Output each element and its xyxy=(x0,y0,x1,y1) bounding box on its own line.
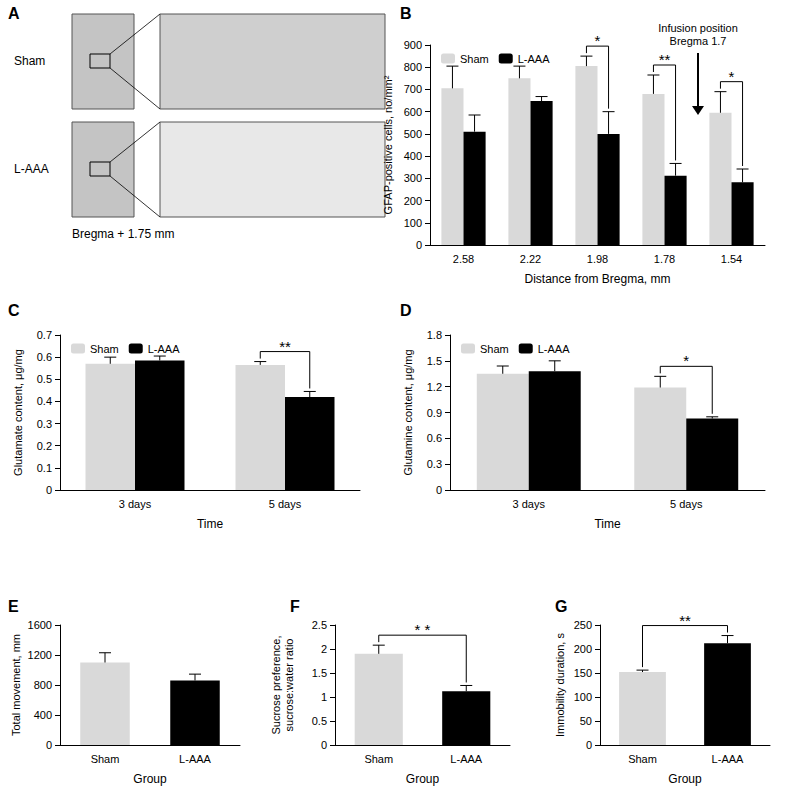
svg-text:2: 2 xyxy=(321,643,327,655)
svg-text:D: D xyxy=(400,302,412,319)
svg-text:1.78: 1.78 xyxy=(654,253,675,265)
svg-text:G: G xyxy=(555,598,567,615)
svg-text:L-AAA: L-AAA xyxy=(518,53,550,65)
svg-text:Time: Time xyxy=(594,517,621,531)
svg-text:1200: 1200 xyxy=(28,649,52,661)
svg-text:L-AAA: L-AAA xyxy=(179,753,211,765)
svg-text:1600: 1600 xyxy=(28,619,52,631)
svg-text:C: C xyxy=(8,302,20,319)
svg-text:0.3: 0.3 xyxy=(427,458,442,470)
svg-text:3 days: 3 days xyxy=(513,498,546,510)
svg-text:B: B xyxy=(400,5,412,22)
svg-text:0: 0 xyxy=(46,739,52,751)
svg-text:0: 0 xyxy=(46,484,52,496)
svg-text:*: * xyxy=(595,32,601,49)
svg-text:Sham: Sham xyxy=(628,753,657,765)
svg-text:Sucrose preference,: Sucrose preference, xyxy=(270,635,282,734)
svg-text:400: 400 xyxy=(34,709,52,721)
svg-text:Glutamate content, μg/mg: Glutamate content, μg/mg xyxy=(12,349,24,476)
svg-text:0.6: 0.6 xyxy=(37,351,52,363)
svg-text:Sham: Sham xyxy=(364,753,393,765)
svg-text:Group: Group xyxy=(133,772,167,786)
svg-text:Sham: Sham xyxy=(14,54,45,68)
svg-text:800: 800 xyxy=(404,61,422,73)
svg-text:900: 900 xyxy=(404,39,422,51)
svg-text:Glutamine content, μg/mg: Glutamine content, μg/mg xyxy=(402,349,414,475)
svg-text:1.8: 1.8 xyxy=(427,329,442,341)
svg-text:Infusion position: Infusion position xyxy=(658,22,738,34)
svg-text:Sham: Sham xyxy=(91,753,120,765)
svg-text:5 days: 5 days xyxy=(670,498,703,510)
svg-text:0.5: 0.5 xyxy=(37,373,52,385)
svg-text:5 days: 5 days xyxy=(269,498,302,510)
svg-text:800: 800 xyxy=(34,679,52,691)
svg-text:Immobility duration, s: Immobility duration, s xyxy=(554,633,566,737)
svg-text:L-AAA: L-AAA xyxy=(538,343,570,355)
svg-text:3 days: 3 days xyxy=(119,498,152,510)
svg-text:Time: Time xyxy=(197,517,224,531)
svg-text:0.6: 0.6 xyxy=(427,432,442,444)
svg-text:*: * xyxy=(683,352,689,369)
svg-text:1: 1 xyxy=(321,691,327,703)
svg-text:0: 0 xyxy=(436,484,442,496)
svg-text:600: 600 xyxy=(404,106,422,118)
svg-text:1.2: 1.2 xyxy=(427,381,442,393)
svg-text:**: ** xyxy=(679,612,691,629)
svg-text:0.3: 0.3 xyxy=(37,418,52,430)
svg-text:200: 200 xyxy=(404,195,422,207)
svg-text:0.9: 0.9 xyxy=(427,407,442,419)
svg-text:Bregma 1.7: Bregma 1.7 xyxy=(670,35,727,47)
svg-text:100: 100 xyxy=(404,217,422,229)
svg-text:F: F xyxy=(290,598,300,615)
svg-text:50: 50 xyxy=(580,715,592,727)
svg-text:400: 400 xyxy=(404,150,422,162)
svg-text:Bregma + 1.75 mm: Bregma + 1.75 mm xyxy=(72,227,174,241)
svg-text:150: 150 xyxy=(574,667,592,679)
svg-text:200: 200 xyxy=(574,643,592,655)
svg-text:GFAP-positive cells, no/mm²: GFAP-positive cells, no/mm² xyxy=(382,75,394,214)
svg-text:500: 500 xyxy=(404,128,422,140)
svg-text:700: 700 xyxy=(404,83,422,95)
svg-text:2.22: 2.22 xyxy=(520,253,541,265)
svg-text:0: 0 xyxy=(416,239,422,251)
svg-text:100: 100 xyxy=(574,691,592,703)
svg-text:0.4: 0.4 xyxy=(37,395,52,407)
svg-text:L-AAA: L-AAA xyxy=(712,753,744,765)
svg-text:0.1: 0.1 xyxy=(37,462,52,474)
svg-text:L-AAA: L-AAA xyxy=(450,753,482,765)
svg-text:Sham: Sham xyxy=(480,343,509,355)
svg-text:0.7: 0.7 xyxy=(37,329,52,341)
svg-text:0.2: 0.2 xyxy=(37,440,52,452)
svg-text:**: ** xyxy=(279,338,291,355)
svg-text:2.5: 2.5 xyxy=(312,619,327,631)
svg-text:E: E xyxy=(8,598,19,615)
svg-text:L-AAA: L-AAA xyxy=(14,162,49,176)
svg-text:Group: Group xyxy=(668,772,702,786)
svg-text:Distance from Bregma, mm: Distance from Bregma, mm xyxy=(524,272,670,286)
svg-text:* *: * * xyxy=(415,621,431,638)
svg-text:Sham: Sham xyxy=(460,53,489,65)
svg-text:1.98: 1.98 xyxy=(587,253,608,265)
svg-text:300: 300 xyxy=(404,172,422,184)
svg-text:1.5: 1.5 xyxy=(427,355,442,367)
svg-text:A: A xyxy=(8,5,20,22)
svg-text:0.5: 0.5 xyxy=(312,715,327,727)
svg-text:250: 250 xyxy=(574,619,592,631)
svg-text:2.58: 2.58 xyxy=(453,253,474,265)
svg-text:Group: Group xyxy=(406,772,440,786)
svg-text:Total movement, mm: Total movement, mm xyxy=(10,634,22,736)
svg-text:1.5: 1.5 xyxy=(312,667,327,679)
svg-text:Sham: Sham xyxy=(90,343,119,355)
svg-text:1.54: 1.54 xyxy=(721,253,742,265)
svg-text:0: 0 xyxy=(586,739,592,751)
svg-text:sucrose:water ratio: sucrose:water ratio xyxy=(283,639,295,732)
svg-text:**: ** xyxy=(659,51,671,68)
svg-text:0: 0 xyxy=(321,739,327,751)
svg-text:L-AAA: L-AAA xyxy=(148,343,180,355)
svg-text:*: * xyxy=(729,68,735,85)
